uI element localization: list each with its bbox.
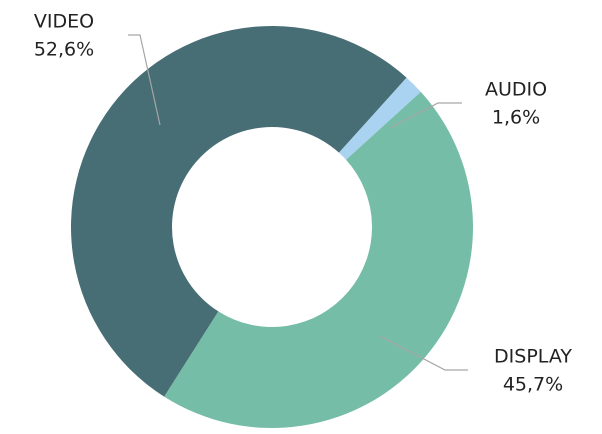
value-label: 52,6% [34, 39, 94, 61]
donut-slice [338, 77, 421, 160]
category-label: DISPLAY [494, 346, 572, 368]
donut-slice [70, 25, 407, 397]
leader-line [128, 34, 161, 126]
category-label: VIDEO [34, 11, 94, 33]
leader-line [379, 335, 468, 371]
value-label: 1,6% [492, 107, 540, 129]
leader-line [389, 102, 462, 129]
category-label: AUDIO [485, 79, 547, 101]
value-label: 45,7% [503, 374, 563, 396]
